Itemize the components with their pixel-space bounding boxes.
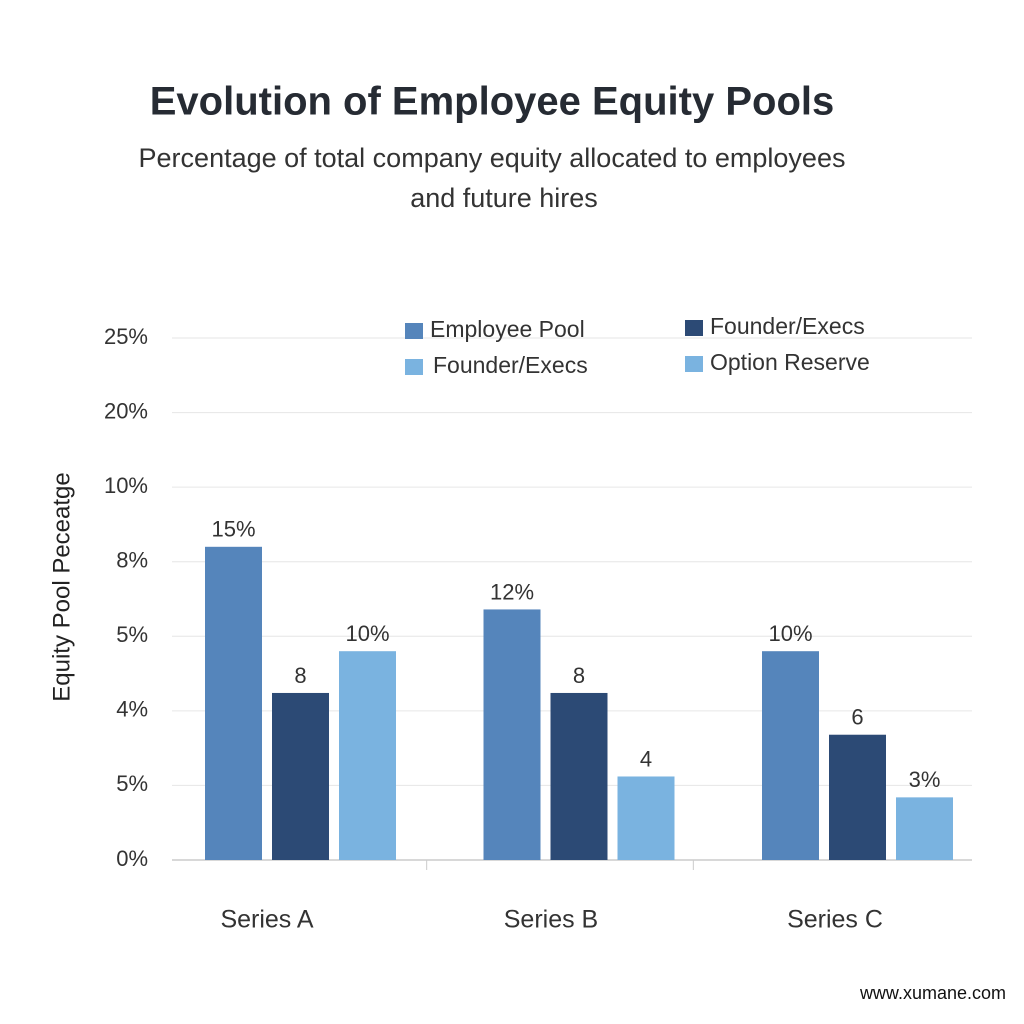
chart-subtitle: Percentage of total company equity alloc… — [139, 143, 846, 173]
legend-label: Founder/Execs — [710, 313, 865, 339]
bar — [272, 692, 329, 860]
bar — [762, 651, 819, 860]
legend-label: Founder/Execs — [433, 352, 588, 378]
data-label: 4 — [640, 746, 652, 771]
y-tick-label: 20% — [104, 398, 148, 423]
chart-subtitle: and future hires — [410, 183, 598, 213]
bar — [829, 734, 886, 860]
legend-swatch — [405, 359, 423, 375]
data-label: 10% — [345, 621, 389, 646]
legend-swatch — [685, 356, 703, 372]
y-axis-label: Equity Pool Peceatge — [48, 472, 75, 702]
data-label: 8 — [294, 663, 306, 688]
bar — [896, 797, 953, 860]
y-tick-label: 10% — [104, 473, 148, 498]
legend-swatch — [685, 320, 703, 336]
bar — [205, 546, 262, 860]
x-tick-label: Series A — [220, 906, 313, 934]
data-label: 8 — [573, 663, 585, 688]
data-label: 3% — [909, 767, 941, 792]
x-tick-label: Series C — [787, 906, 883, 934]
x-tick-label: Series B — [504, 906, 598, 934]
legend-label: Employee Pool — [430, 316, 585, 342]
chart-title: Evolution of Employee Equity Pools — [150, 80, 835, 124]
watermark: www.xumane.com — [859, 983, 1006, 1003]
bar — [483, 609, 541, 860]
bar — [617, 776, 675, 860]
y-tick-label: 5% — [116, 622, 148, 647]
data-label: 15% — [211, 517, 255, 542]
y-tick-label: 4% — [116, 697, 148, 722]
bar — [339, 651, 396, 860]
y-tick-label: 5% — [116, 771, 148, 796]
data-label: 12% — [490, 579, 534, 604]
legend-swatch — [405, 323, 423, 339]
y-tick-label: 8% — [116, 548, 148, 573]
y-tick-label: 25% — [104, 324, 148, 349]
data-label: 10% — [768, 621, 812, 646]
data-label: 6 — [851, 705, 863, 730]
bar — [550, 692, 608, 860]
legend-label: Option Reserve — [710, 349, 870, 375]
y-tick-label: 0% — [116, 846, 148, 871]
